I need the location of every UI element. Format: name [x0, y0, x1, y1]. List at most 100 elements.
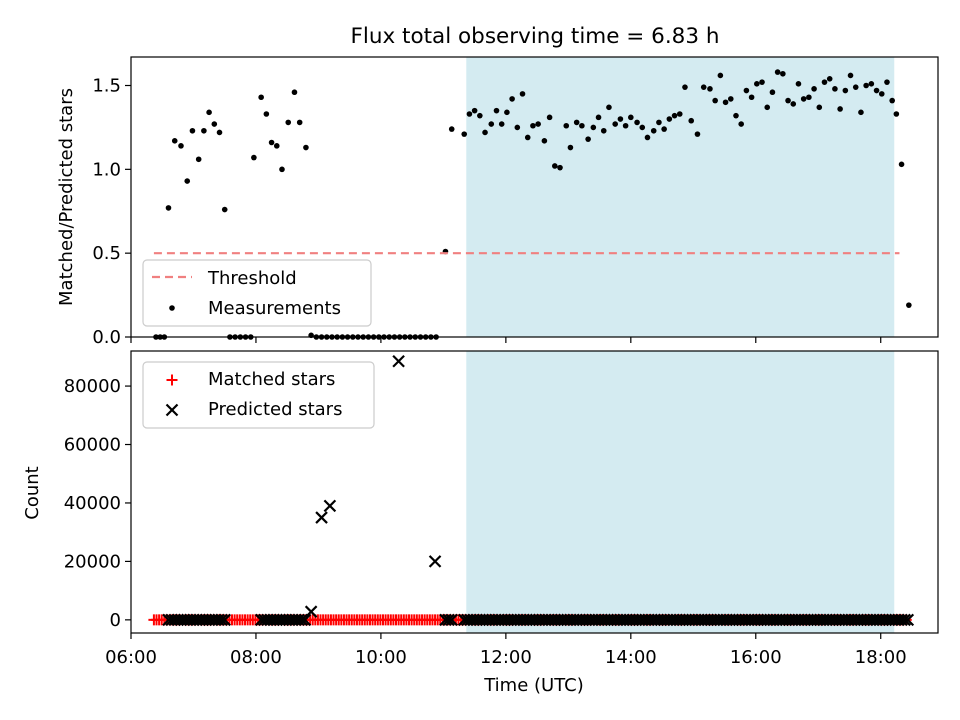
predicted-star-marker [445, 613, 458, 627]
measurement-point [579, 122, 585, 129]
top-y-ticks: 0.0 0.5 1.0 1.5 [92, 76, 131, 348]
x-tick-label: 18:00 [855, 647, 907, 668]
measurement-point [688, 117, 695, 124]
cross-stroke [304, 605, 318, 618]
measurement-point [482, 129, 488, 136]
measurement-point [748, 94, 755, 101]
measurement-point [195, 156, 202, 163]
cross-stroke [898, 613, 911, 627]
x-tick-label: 16:00 [730, 647, 782, 668]
measurement-point [847, 72, 854, 79]
measurement-point [600, 127, 607, 134]
bottom-y-axis-label: Count [22, 466, 43, 519]
measurement-point [509, 96, 515, 102]
measurement-point [461, 131, 468, 137]
bottom-legend-box [142, 361, 375, 429]
measurement-point [622, 122, 629, 129]
measurement-point [707, 86, 713, 92]
measurement-point [727, 96, 734, 102]
measurement-point [519, 91, 526, 97]
measurement-point [743, 87, 750, 94]
x-tick-label: 10:00 [355, 647, 407, 668]
measurement-point [790, 101, 797, 107]
y-tick-label: 1.5 [92, 76, 121, 97]
predicted-star-marker [298, 613, 312, 627]
measurement-point [795, 81, 802, 87]
measurement-point [863, 82, 869, 89]
top-legend: Threshold Measurements [142, 259, 372, 327]
measurement-point [826, 75, 833, 82]
measurement-point [514, 124, 521, 131]
measurement-point [552, 163, 558, 169]
predicted-star-marker [218, 613, 231, 627]
measurement-point [303, 144, 309, 151]
measurement-point [178, 143, 184, 149]
predicted-star-marker [898, 613, 911, 627]
measurement-point [816, 104, 823, 111]
measurement-point [541, 138, 548, 144]
measurement-point [201, 127, 207, 134]
measurement-point [682, 84, 688, 90]
measurement-point [639, 124, 646, 131]
measurement-point [206, 109, 212, 116]
measurement-point [893, 111, 900, 117]
measurement-point [612, 121, 618, 127]
cross-stroke [165, 403, 179, 417]
measurement-point [873, 87, 880, 94]
predicted-star-marker [392, 354, 405, 368]
measurement-point [717, 72, 724, 79]
measurement-point [573, 119, 580, 126]
cross-stroke [442, 613, 455, 627]
top-legend-box [142, 259, 372, 327]
measurement-point [165, 205, 172, 211]
legend-threshold-label: Threshold [207, 268, 297, 289]
measurement-point [504, 109, 510, 116]
measurement-point [800, 96, 807, 102]
predicted-star-marker [901, 613, 915, 627]
measurement-point [858, 109, 864, 116]
bottom-x-ticks: 06:00 08:00 10:00 12:00 14:00 16:00 18:00 [105, 633, 907, 668]
measurement-point [211, 121, 218, 127]
measurement-point [184, 178, 191, 184]
measurement-point [644, 134, 651, 141]
measurement-point [251, 154, 257, 161]
y-tick-label: 80000 [64, 376, 121, 397]
measurement-point [466, 111, 473, 117]
top-y-axis-label: Matched/Predicted stars [56, 88, 77, 306]
measurement-point [493, 107, 500, 114]
measurement-point [448, 126, 455, 132]
measurement-point [189, 127, 196, 134]
predicted-star-marker [323, 499, 337, 513]
measurement-point [806, 94, 812, 101]
measurement-point [557, 164, 563, 171]
predicted-star-marker [304, 605, 318, 618]
measurement-point [889, 97, 895, 104]
measurement-point [671, 112, 678, 119]
measurement-point [595, 114, 602, 121]
measurement-point [868, 81, 875, 87]
y-tick-label: 40000 [64, 493, 121, 514]
measurement-point [842, 87, 849, 94]
measurement-point [852, 84, 859, 90]
measurement-point [722, 99, 729, 106]
measurement-point [650, 127, 657, 134]
measurement-point [774, 69, 781, 75]
measurement-point [661, 126, 667, 132]
x-tick-label: 12:00 [480, 647, 532, 668]
measurement-point [498, 121, 505, 127]
cross-stroke [218, 613, 231, 627]
predicted-star-marker [442, 613, 455, 627]
y-tick-label: 20000 [64, 551, 121, 572]
measurement-point [676, 111, 683, 117]
bottom-plot-frame [130, 350, 939, 634]
measurement-point [821, 79, 828, 85]
cross-stroke [392, 354, 405, 368]
legend-measurements-swatch [169, 305, 175, 311]
measurement-point [906, 302, 912, 308]
measurement-point [524, 134, 531, 141]
bottom-legend: Matched stars Predicted stars [142, 361, 375, 429]
measurement-point [733, 112, 739, 119]
x-tick-label: 14:00 [605, 647, 657, 668]
measurement-point [590, 124, 597, 131]
